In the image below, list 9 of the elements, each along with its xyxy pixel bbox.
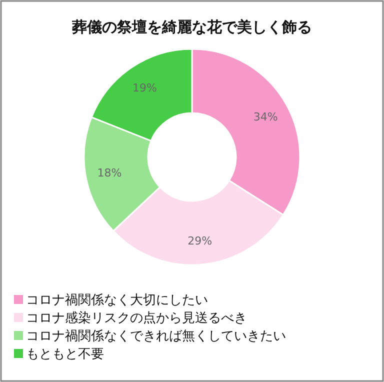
data-label: 29%	[188, 234, 212, 248]
data-label: 18%	[97, 166, 122, 180]
chart-title: 葬儀の祭壇を綺麗な花で美しく飾る	[71, 18, 312, 36]
data-label: 34%	[253, 110, 278, 124]
data-label: 19%	[132, 82, 158, 95]
legend-label: コロナ禍関係なくできれば無くしていきたい	[26, 329, 286, 344]
legend-label: もともと不要	[26, 347, 104, 362]
legend-label: コロナ感染リスクの点から見送るべき	[26, 311, 247, 326]
legend-label: コロナ禍関係なく大切にしたい	[26, 293, 208, 308]
